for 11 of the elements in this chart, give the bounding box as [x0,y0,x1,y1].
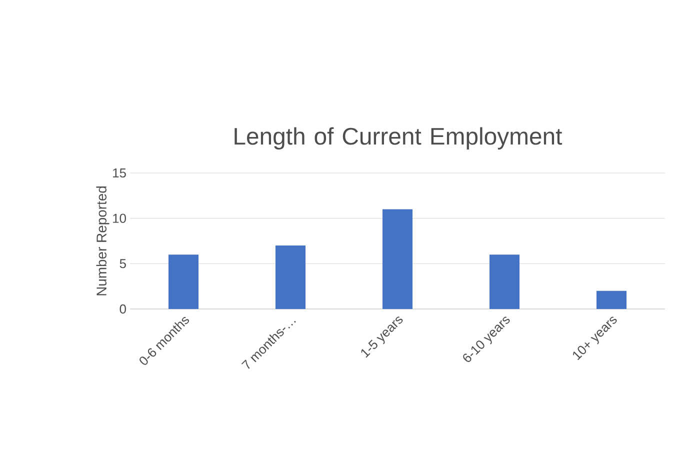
y-tick-label: 0 [120,304,126,314]
bar [276,246,306,309]
bar [596,290,627,309]
y-tick-label: 5 [120,259,126,268]
y-axis-title: Number Reported [96,186,110,296]
bar [490,254,520,309]
bar [168,254,199,309]
chart-title: Length of Current Employment [234,127,562,150]
y-tick-label: 10 [113,214,126,223]
bar [382,209,413,309]
y-tick-label: 15 [113,168,126,178]
